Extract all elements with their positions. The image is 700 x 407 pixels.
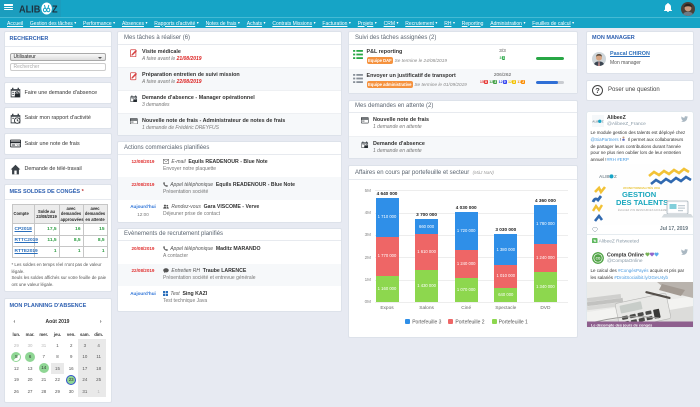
svg-text:CO: CO: [596, 256, 601, 260]
svg-text:Z: Z: [614, 174, 617, 179]
svg-text:#FONCTIONNALITÉS #RH: #FONCTIONNALITÉS #RH: [623, 185, 660, 190]
svg-text:VISA: VISA: [16, 144, 20, 147]
svg-text:ALIB: ALIB: [599, 174, 610, 179]
svg-text:DES TALENTS: DES TALENTS: [616, 198, 668, 207]
svg-text:ALIB: ALIB: [592, 120, 600, 124]
svg-text:Le décompte des jours de congé: Le décompte des jours de congés: [591, 323, 652, 327]
svg-text:Z: Z: [602, 120, 604, 124]
svg-text:ÉVALUEZ VOS RESSOURCES FACILEM: ÉVALUEZ VOS RESSOURCES FACILEMENT !: [618, 209, 671, 212]
svg-text:GESTION: GESTION: [622, 190, 656, 199]
